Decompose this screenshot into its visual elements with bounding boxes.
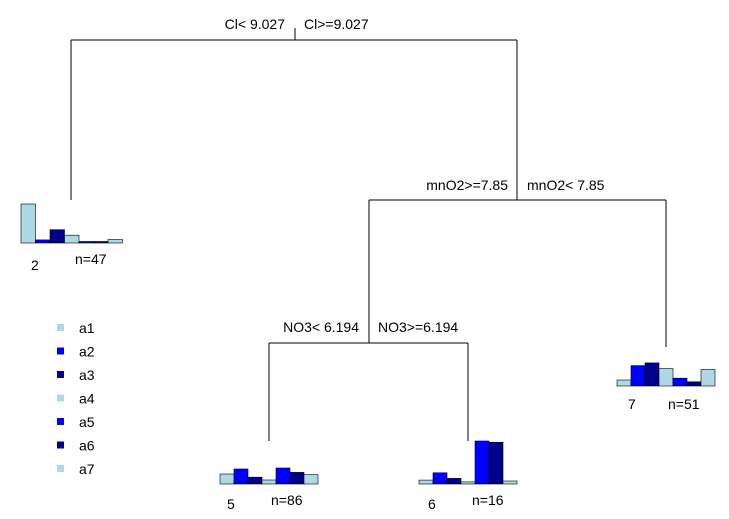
leaf-5-bar-a5 — [275, 467, 291, 485]
legend-label-a4: a4 — [79, 391, 95, 407]
leaf-6-bar-a7 — [502, 480, 518, 485]
leaf-7-bar-a6 — [686, 381, 702, 387]
leaf-6-bar-a3 — [446, 478, 462, 485]
leaf-5-bar-a3 — [247, 476, 263, 485]
legend-label-a5: a5 — [79, 414, 95, 430]
leaf-7-bar-a4 — [658, 368, 674, 387]
leaf-6-bar-a1 — [418, 479, 434, 485]
leaf-7-bar-a2 — [630, 365, 646, 387]
leaf-7-id: 7 — [628, 396, 636, 412]
leaf-7-count: n=51 — [668, 396, 700, 412]
leaf-2-id: 2 — [31, 257, 39, 273]
leaf-5-bar-a2 — [233, 468, 249, 485]
legend-label-a7: a7 — [79, 461, 95, 477]
legend-label-a6: a6 — [79, 438, 95, 454]
leaf-5-bar-a4 — [261, 479, 277, 485]
legend-swatch-a3 — [57, 371, 64, 378]
leaf-7-bar-a1 — [616, 379, 632, 387]
no3-split-right-label: NO3>=6.194 — [378, 319, 458, 335]
leaf-2-bar-a1 — [20, 203, 36, 244]
leaf-5-bar-a6 — [289, 472, 305, 485]
mno2-split-left-label: mnO2>=7.85 — [426, 177, 508, 193]
leaf-6-bar-a5 — [474, 440, 490, 485]
leaf-6-bar-a4 — [460, 481, 476, 485]
leaf-7-bar-a5 — [672, 377, 688, 387]
leaf-7: 7 n=51 — [616, 362, 716, 412]
leaf-5-count: n=86 — [271, 492, 303, 508]
leaf-6-id: 6 — [428, 496, 436, 512]
leaf-2-bar-a3 — [49, 229, 65, 244]
leaf-6-count: n=16 — [472, 492, 504, 508]
leaf-2-bar-a7 — [107, 239, 123, 244]
leaf-2-bar-a2 — [35, 239, 51, 244]
leaf-5: 5 n=86 — [219, 467, 319, 512]
leaf-2-bar-a5 — [78, 241, 94, 244]
mno2-split: mnO2>=7.85 mnO2< 7.85 — [368, 177, 667, 347]
root-split: Cl< 9.027 Cl>=9.027 — [70, 16, 518, 200]
mno2-split-right-label: mnO2< 7.85 — [527, 177, 605, 193]
leaf-7-bar-a3 — [644, 362, 660, 387]
legend-label-a3: a3 — [79, 367, 95, 383]
leaf-5-bar-a1 — [219, 473, 235, 485]
legend-label-a1: a1 — [79, 320, 95, 336]
legend-swatch-a2 — [57, 347, 64, 355]
legend-swatch-a7 — [57, 465, 64, 472]
leaf-6-bar-a2 — [432, 472, 448, 485]
legend-swatch-a5 — [57, 418, 64, 425]
legend-swatch-a1 — [57, 324, 64, 331]
root-split-right-label: Cl>=9.027 — [304, 16, 369, 32]
leaf-2-bar-a4 — [64, 234, 80, 244]
no3-split: NO3< 6.194 NO3>=6.194 — [268, 319, 469, 441]
legend-label-a2: a2 — [79, 344, 95, 360]
leaf-5-bar-a7 — [303, 474, 319, 485]
leaf-6-bar-a6 — [488, 441, 504, 485]
root-split-left-label: Cl< 9.027 — [225, 16, 286, 32]
leaf-6: 6 n=16 — [418, 440, 518, 512]
leaf-2: 2 n=47 — [20, 203, 123, 273]
leaf-7-bar-a7 — [700, 369, 716, 387]
legend-swatch-a6 — [57, 441, 64, 449]
legend: a1 a2 a3 a4 a5 a6 a7 — [57, 320, 95, 477]
no3-split-left-label: NO3< 6.194 — [283, 319, 359, 335]
leaf-2-bar-a6 — [93, 241, 109, 244]
legend-swatch-a4 — [57, 394, 64, 402]
leaf-5-id: 5 — [227, 496, 235, 512]
leaf-2-count: n=47 — [75, 251, 107, 267]
